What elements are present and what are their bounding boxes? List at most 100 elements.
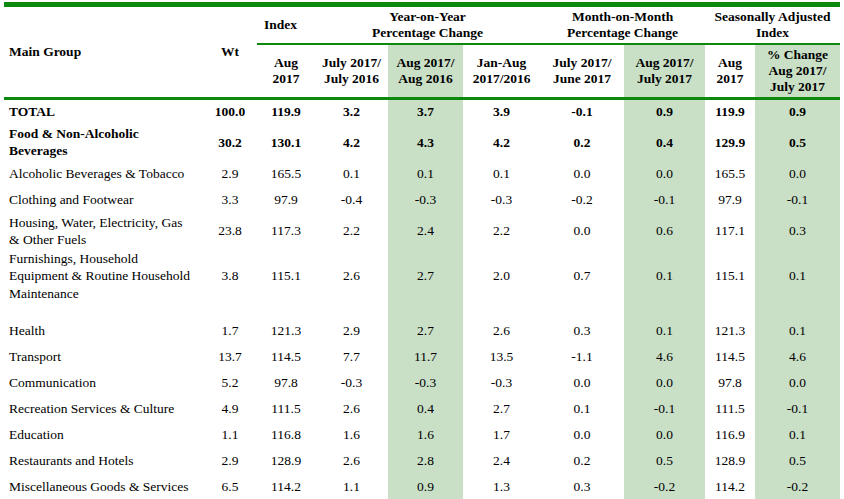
- value-cell: 13.5: [463, 344, 540, 370]
- value-cell: 111.5: [257, 396, 315, 422]
- value-cell: 128.9: [257, 448, 315, 474]
- value-cell: -0.3: [388, 370, 463, 396]
- table-row: Transport13.7114.57.711.713.5-1.14.6114.…: [4, 344, 840, 370]
- value-cell: 2.7: [388, 318, 463, 344]
- value-cell: 2.4: [388, 213, 463, 250]
- value-cell: 3.9: [463, 98, 540, 124]
- table-row: TOTAL100.0119.93.23.73.9-0.10.9119.90.9: [4, 98, 840, 124]
- value-cell: 0.3: [540, 474, 624, 499]
- row-label: Housing, Water, Electricity, Gas & Other…: [4, 213, 203, 250]
- col-header-jan-aug: Jan-Aug 2017/2016: [463, 44, 540, 98]
- table-row: Clothing and Footwear3.397.9-0.4-0.3-0.3…: [4, 187, 840, 213]
- value-cell: -0.1: [755, 396, 840, 422]
- value-cell: 0.0: [624, 370, 705, 396]
- value-cell: 97.9: [705, 187, 755, 213]
- row-label: Transport: [4, 344, 203, 370]
- table-body: TOTAL100.0119.93.23.73.9-0.10.9119.90.9F…: [4, 98, 840, 499]
- value-cell: 2.4: [463, 448, 540, 474]
- col-header-main-group: Main Group: [4, 5, 203, 99]
- value-cell: 115.1: [705, 249, 755, 318]
- value-cell: 2.6: [315, 396, 388, 422]
- value-cell: 4.2: [463, 124, 540, 161]
- value-cell: 100.0: [203, 98, 257, 124]
- value-cell: 0.1: [315, 161, 388, 187]
- value-cell: 0.1: [755, 422, 840, 448]
- col-group-month-on-month: Month-on-Month Percentage Change: [540, 5, 705, 44]
- col-group-index: Index: [257, 5, 315, 44]
- col-header-sa-pct-change: % Change Aug 2017/ July 2017: [755, 44, 840, 98]
- value-cell: 0.4: [388, 396, 463, 422]
- value-cell: 2.8: [388, 448, 463, 474]
- value-cell: 128.9: [705, 448, 755, 474]
- value-cell: 130.1: [257, 124, 315, 161]
- value-cell: 2.6: [463, 318, 540, 344]
- table-row: Housing, Water, Electricity, Gas & Other…: [4, 213, 840, 250]
- value-cell: 0.0: [755, 161, 840, 187]
- header-row-groups: Main Group Wt Index Year-on-Year Percent…: [4, 5, 840, 44]
- value-cell: 2.2: [463, 213, 540, 250]
- value-cell: 1.1: [203, 422, 257, 448]
- value-cell: 0.4: [624, 124, 705, 161]
- value-cell: 0.1: [624, 318, 705, 344]
- row-label: Miscellaneous Goods & Services: [4, 474, 203, 499]
- value-cell: 4.6: [624, 344, 705, 370]
- value-cell: -1.1: [540, 344, 624, 370]
- value-cell: 4.3: [388, 124, 463, 161]
- row-label: Food & Non-Alcoholic Beverages: [4, 124, 203, 161]
- value-cell: 7.7: [315, 344, 388, 370]
- row-label: Clothing and Footwear: [4, 187, 203, 213]
- col-header-july17-june17: July 2017/ June 2017: [540, 44, 624, 98]
- value-cell: 2.9: [203, 161, 257, 187]
- value-cell: 0.1: [624, 249, 705, 318]
- value-cell: 114.5: [257, 344, 315, 370]
- value-cell: 0.1: [540, 396, 624, 422]
- value-cell: -0.1: [624, 187, 705, 213]
- value-cell: 111.5: [705, 396, 755, 422]
- row-label: Health: [4, 318, 203, 344]
- table-row: Food & Non-Alcoholic Beverages30.2130.1 4…: [4, 124, 840, 161]
- table-row: Health1.7121.32.92.72.60.30.1121.30.1: [4, 318, 840, 344]
- value-cell: 121.3: [705, 318, 755, 344]
- value-cell: -0.3: [388, 187, 463, 213]
- value-cell: 97.8: [705, 370, 755, 396]
- value-cell: 2.9: [315, 318, 388, 344]
- value-cell: -0.2: [755, 474, 840, 499]
- value-cell: 6.5: [203, 474, 257, 499]
- value-cell: 2.6: [315, 249, 388, 318]
- value-cell: 30.2: [203, 124, 257, 161]
- col-header-aug17-july17: Aug 2017/ July 2017: [624, 44, 705, 98]
- value-cell: 0.1: [388, 161, 463, 187]
- value-cell: 0.9: [755, 98, 840, 124]
- value-cell: 3.8: [203, 249, 257, 318]
- value-cell: 114.5: [705, 344, 755, 370]
- value-cell: 165.5: [705, 161, 755, 187]
- value-cell: 0.2: [540, 124, 624, 161]
- value-cell: 0.3: [540, 318, 624, 344]
- value-cell: 0.7: [540, 249, 624, 318]
- value-cell: 1.6: [315, 422, 388, 448]
- value-cell: 0.5: [624, 448, 705, 474]
- value-cell: 0.6: [624, 213, 705, 250]
- value-cell: 0.0: [540, 370, 624, 396]
- value-cell: 23.8: [203, 213, 257, 250]
- value-cell: 4.6: [755, 344, 840, 370]
- value-cell: 2.7: [388, 249, 463, 318]
- value-cell: 116.8: [257, 422, 315, 448]
- value-cell: 0.0: [755, 370, 840, 396]
- value-cell: 119.9: [705, 98, 755, 124]
- row-label: Education: [4, 422, 203, 448]
- row-label: TOTAL: [4, 98, 203, 124]
- cpi-table: Main Group Wt Index Year-on-Year Percent…: [4, 2, 840, 499]
- value-cell: 117.3: [257, 213, 315, 250]
- value-cell: 0.1: [463, 161, 540, 187]
- value-cell: 1.6: [388, 422, 463, 448]
- value-cell: 0.5: [755, 448, 840, 474]
- col-header-wt: Wt: [203, 5, 257, 99]
- value-cell: 0.9: [388, 474, 463, 499]
- row-label: Alcoholic Beverages & Tobacco: [4, 161, 203, 187]
- value-cell: 1.7: [463, 422, 540, 448]
- value-cell: 4.9: [203, 396, 257, 422]
- value-cell: 13.7: [203, 344, 257, 370]
- value-cell: 121.3: [257, 318, 315, 344]
- table-row: Recreation Services & Culture4.9111.52.6…: [4, 396, 840, 422]
